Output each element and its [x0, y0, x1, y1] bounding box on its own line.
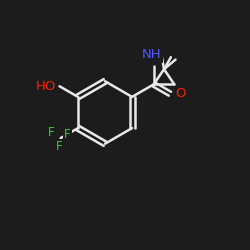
Text: F: F — [48, 126, 54, 139]
Text: F: F — [64, 128, 71, 141]
Text: F: F — [56, 140, 63, 153]
Text: HO: HO — [36, 80, 56, 93]
Text: NH: NH — [142, 48, 162, 61]
Text: O: O — [176, 87, 186, 100]
